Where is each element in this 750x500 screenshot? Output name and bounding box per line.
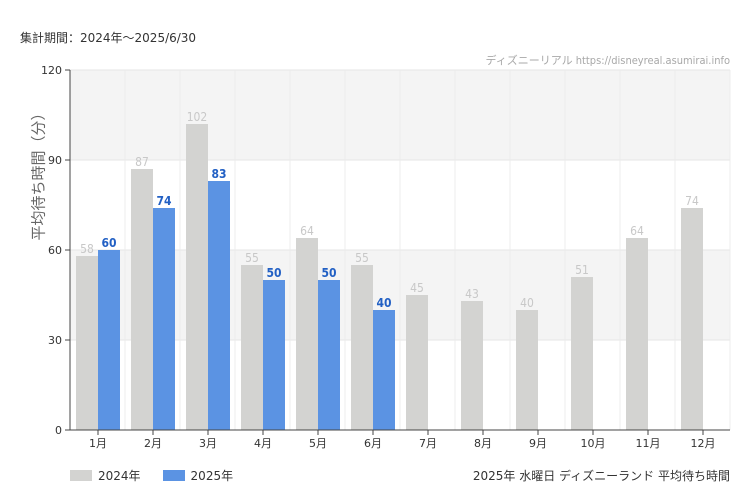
x-tick-label: 3月: [199, 437, 217, 450]
data-label: 87: [135, 155, 149, 169]
x-tick-label: 7月: [419, 437, 437, 450]
bar-2024年-5月: [296, 238, 318, 430]
x-tick-label: 10月: [581, 437, 606, 450]
y-tick-label: 60: [48, 244, 62, 257]
bar-2025年-1月: [98, 250, 120, 430]
collection-period: 集計期間：2024年～2025/6/30: [20, 31, 197, 45]
y-tick-label: 30: [48, 334, 62, 347]
y-tick-label: 90: [48, 154, 62, 167]
bar-2025年-4月: [263, 280, 285, 430]
bar-2024年-1月: [76, 256, 98, 430]
x-tick-label: 1月: [89, 437, 107, 450]
bar-2024年-10月: [571, 277, 593, 430]
x-tick-label: 12月: [691, 437, 716, 450]
data-label: 102: [187, 110, 208, 124]
data-label: 40: [520, 296, 534, 310]
data-label: 60: [101, 236, 116, 250]
data-label: 55: [245, 251, 259, 265]
data-label: 58: [80, 242, 94, 256]
x-tick-label: 9月: [529, 437, 547, 450]
y-tick-label: 120: [41, 64, 62, 77]
bar-2025年-6月: [373, 310, 395, 430]
legend-label-2024: 2024年: [98, 469, 141, 483]
bar-2024年-3月: [186, 124, 208, 430]
bar-2025年-3月: [208, 181, 230, 430]
bar-2024年-7月: [406, 295, 428, 430]
x-tick-label: 11月: [636, 437, 661, 450]
site-watermark: ディズニーリアル https://disneyreal.asumirai.inf…: [485, 54, 730, 67]
bar-2024年-11月: [626, 238, 648, 430]
legend-swatch-2024: [70, 470, 92, 481]
data-label: 51: [575, 263, 589, 277]
x-tick-label: 2月: [144, 437, 162, 450]
bar-2025年-5月: [318, 280, 340, 430]
data-label: 64: [630, 224, 644, 238]
legend-label-2025: 2025年: [190, 469, 234, 483]
legend-item-2025[interactable]: 2025年: [162, 467, 234, 484]
chart-caption: 2025年 水曜日 ディズニーランド 平均待ち時間: [472, 469, 730, 483]
bar-2024年-6月: [351, 265, 373, 430]
data-label: 74: [156, 194, 172, 208]
data-label: 50: [266, 266, 281, 280]
bar-2024年-4月: [241, 265, 263, 430]
data-label: 83: [211, 167, 226, 181]
data-label: 43: [465, 287, 479, 301]
bar-2024年-12月: [681, 208, 703, 430]
data-label: 64: [300, 224, 314, 238]
data-label: 50: [321, 266, 336, 280]
data-label: 40: [376, 296, 391, 310]
legend: 2024年 2025年: [70, 467, 233, 484]
x-tick-label: 6月: [364, 437, 382, 450]
bar-2025年-2月: [153, 208, 175, 430]
data-label: 55: [355, 251, 369, 265]
legend-item-2024[interactable]: 2024年: [70, 467, 141, 484]
y-tick-label: 0: [55, 424, 62, 437]
data-label: 74: [685, 194, 699, 208]
bar-2024年-9月: [516, 310, 538, 430]
bar-2024年-2月: [131, 169, 153, 430]
legend-swatch-2025: [162, 470, 185, 481]
bar-2024年-8月: [461, 301, 483, 430]
data-label: 45: [410, 281, 424, 295]
x-tick-label: 5月: [309, 437, 327, 450]
x-tick-label: 8月: [474, 437, 492, 450]
x-tick-label: 4月: [254, 437, 272, 450]
